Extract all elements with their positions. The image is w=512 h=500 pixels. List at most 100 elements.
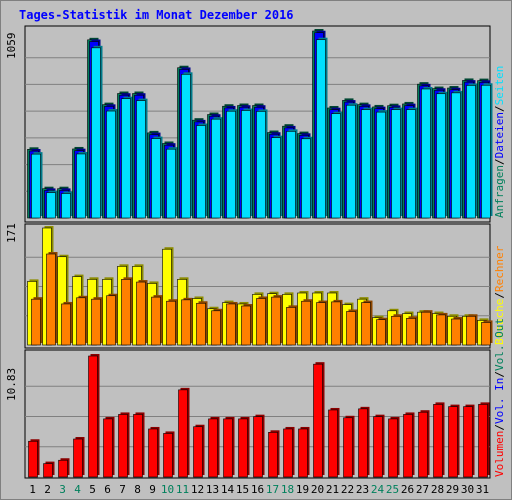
volumen-bar bbox=[73, 438, 83, 478]
x-tick-label: 11 bbox=[176, 483, 189, 496]
seiten-bar bbox=[391, 109, 401, 219]
rechner-bar bbox=[316, 302, 326, 346]
rechner-bar bbox=[151, 296, 161, 346]
chart-title: Tages-Statistik im Monat Dezember 2016 bbox=[19, 8, 294, 22]
rechner-bar bbox=[481, 322, 491, 346]
legend-bottom-entry: Vol. In bbox=[493, 378, 506, 424]
rechner-bar bbox=[106, 295, 116, 346]
x-tick-label: 24 bbox=[371, 483, 385, 496]
rechner-bar bbox=[421, 311, 431, 346]
y-max-label-bottom: 10.83 bbox=[5, 368, 18, 401]
rechner-bar bbox=[241, 305, 251, 346]
seiten-bar bbox=[481, 84, 491, 219]
seiten-bar bbox=[376, 111, 386, 219]
legend-middle-entry: Rechner bbox=[493, 245, 506, 292]
volumen-bar bbox=[118, 414, 128, 478]
rechner-bar bbox=[436, 314, 446, 346]
volumen-bar bbox=[283, 428, 293, 478]
x-tick-label: 9 bbox=[149, 483, 156, 496]
rechner-bar bbox=[301, 300, 311, 346]
seiten-bar bbox=[361, 109, 371, 219]
x-tick-label: 30 bbox=[461, 483, 474, 496]
x-tick-label: 19 bbox=[296, 483, 309, 496]
seiten-bar bbox=[271, 137, 281, 219]
seiten-bar bbox=[121, 98, 131, 219]
rechner-bar bbox=[466, 315, 476, 346]
x-tick-label: 1 bbox=[29, 483, 36, 496]
seiten-bar bbox=[106, 110, 116, 219]
x-tick-label: 6 bbox=[104, 483, 111, 496]
rechner-bar bbox=[76, 297, 86, 346]
x-tick-label: 14 bbox=[221, 483, 235, 496]
volumen-bar bbox=[193, 426, 203, 478]
x-tick-label: 16 bbox=[251, 483, 264, 496]
legend-bottom: Volumen/Vol. In/Vol. Out bbox=[493, 318, 506, 477]
seiten-bar bbox=[421, 88, 431, 219]
rechner-bar bbox=[226, 303, 236, 346]
x-tick-label: 22 bbox=[341, 483, 354, 496]
seiten-bar bbox=[196, 125, 206, 219]
seiten-bar bbox=[466, 85, 476, 219]
seiten-bar bbox=[451, 92, 461, 219]
seiten-bar bbox=[331, 113, 341, 219]
x-tick-label: 23 bbox=[356, 483, 369, 496]
seiten-bar bbox=[181, 74, 191, 219]
x-tick-label: 20 bbox=[311, 483, 324, 496]
x-tick-label: 17 bbox=[266, 483, 279, 496]
volumen-bar bbox=[223, 418, 233, 478]
volumen-bar bbox=[448, 406, 458, 478]
volumen-bar bbox=[268, 432, 278, 478]
volumen-bar bbox=[208, 418, 218, 478]
x-tick-label: 10 bbox=[161, 483, 174, 496]
x-tick-label: 2 bbox=[44, 483, 51, 496]
volumen-bar bbox=[178, 389, 188, 478]
rechner-bar bbox=[136, 281, 146, 346]
volumen-bar bbox=[433, 404, 443, 478]
x-tick-label: 15 bbox=[236, 483, 249, 496]
volumen-bar bbox=[373, 416, 383, 478]
seiten-bar bbox=[241, 110, 251, 219]
seiten-bar bbox=[46, 192, 56, 219]
rechner-bar bbox=[166, 300, 176, 346]
seiten-bar bbox=[346, 104, 356, 219]
x-tick-label: 18 bbox=[281, 483, 294, 496]
volumen-bar bbox=[478, 404, 488, 478]
volumen-bar bbox=[418, 411, 428, 478]
x-tick-label: 7 bbox=[119, 483, 126, 496]
legend-middle-entry: Besuche bbox=[493, 299, 506, 345]
legend-middle: Besuche/Rechner bbox=[493, 245, 506, 345]
seiten-bar bbox=[76, 153, 86, 219]
seiten-bar bbox=[316, 39, 326, 219]
volumen-bar bbox=[88, 355, 98, 478]
y-max-label-top: 1059 bbox=[5, 33, 18, 60]
rechner-bar bbox=[451, 318, 461, 346]
seiten-bar bbox=[301, 138, 311, 219]
volumen-bar bbox=[313, 363, 323, 478]
rechner-bar bbox=[256, 298, 266, 346]
seiten-bar bbox=[136, 100, 146, 219]
seiten-bar bbox=[286, 131, 296, 219]
x-tick-label: 8 bbox=[134, 483, 141, 496]
x-tick-label: 28 bbox=[431, 483, 444, 496]
volumen-bar bbox=[103, 418, 113, 478]
legend-top-entry: Dateien bbox=[493, 112, 506, 158]
x-tick-label: 21 bbox=[326, 483, 339, 496]
legend-top-entry: / bbox=[493, 105, 506, 112]
volumen-bar bbox=[463, 406, 473, 478]
x-tick-label: 12 bbox=[191, 483, 204, 496]
volumen-bar bbox=[28, 440, 38, 478]
legend-middle-entry: / bbox=[493, 292, 506, 299]
legend-top-entry: Anfragen bbox=[493, 165, 506, 218]
rechner-bar bbox=[61, 303, 71, 346]
volumen-bar bbox=[388, 418, 398, 478]
seiten-bar bbox=[61, 193, 71, 219]
x-tick-label: 3 bbox=[59, 483, 66, 496]
legend-top-entry: / bbox=[493, 158, 506, 165]
rechner-bar bbox=[91, 298, 101, 346]
volumen-bar bbox=[343, 417, 353, 478]
volumen-bar bbox=[403, 414, 413, 478]
volumen-bar bbox=[328, 409, 338, 478]
volumen-bar bbox=[43, 463, 53, 478]
volumen-bar bbox=[253, 416, 263, 478]
